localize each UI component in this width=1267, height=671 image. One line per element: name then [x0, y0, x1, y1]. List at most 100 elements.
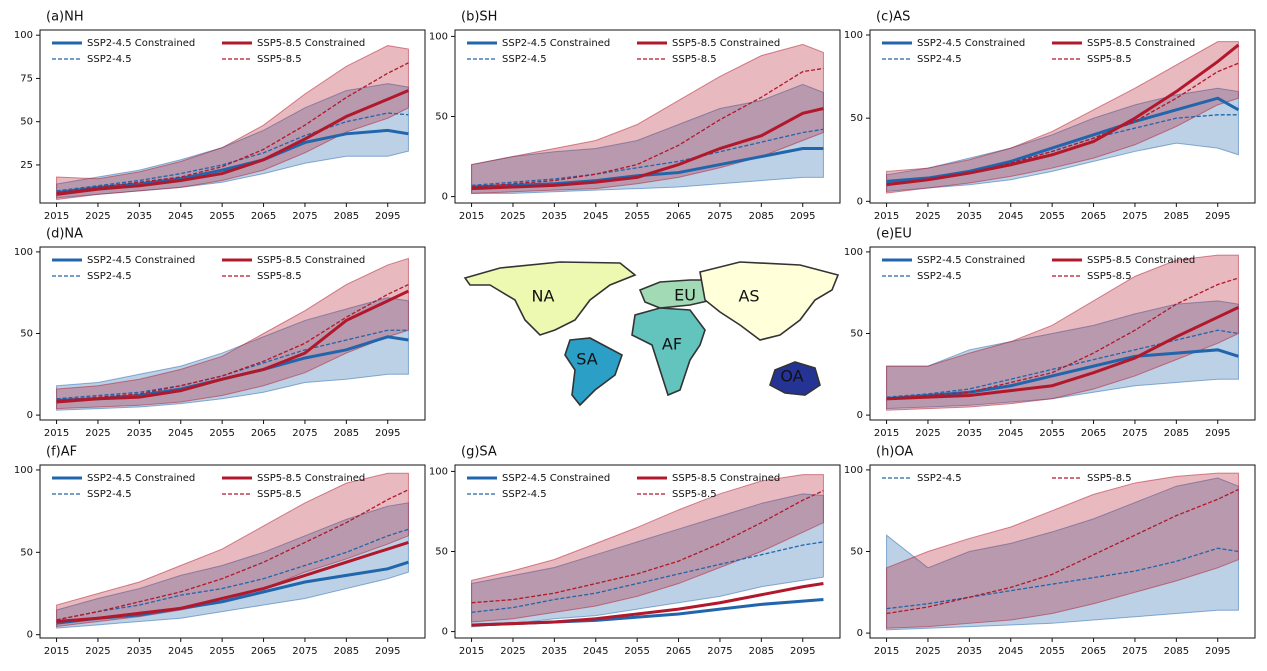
legend-label: SSP2-4.5 Constrained	[87, 38, 195, 49]
x-tick-label: 2065	[251, 646, 276, 657]
axes-frame	[869, 464, 1256, 639]
legend-label: SSP2-4.5	[917, 54, 962, 65]
series-line	[471, 147, 824, 189]
x-tick-label: 2025	[85, 428, 110, 439]
legend-label: SSP5-8.5	[1087, 54, 1132, 65]
x-tick-label: 2045	[998, 646, 1023, 657]
x-tick-label: 2025	[915, 211, 940, 222]
series-line	[56, 489, 409, 621]
series-line	[886, 329, 1239, 398]
x-tick-label: 2065	[666, 211, 691, 222]
legend-label: SSP2-4.5	[917, 473, 962, 484]
x-tick-label: 2085	[1164, 211, 1189, 222]
series-line	[886, 547, 1239, 610]
x-tick-label: 2055	[1039, 428, 1064, 439]
region-label: NA	[532, 287, 555, 306]
legend-label: SSP2-4.5 Constrained	[87, 255, 195, 266]
panel-title: (h)OA	[876, 445, 913, 460]
range-band	[886, 87, 1239, 192]
x-tick-label: 2055	[209, 211, 234, 222]
x-tick-label: 2055	[624, 646, 649, 657]
x-tick-label: 2035	[957, 211, 982, 222]
x-tick-label: 2085	[334, 646, 359, 657]
series-line	[471, 541, 824, 614]
x-tick-label: 2025	[500, 211, 525, 222]
legend-label: SSP5-8.5 Constrained	[1087, 255, 1195, 266]
series-line	[56, 528, 409, 621]
legend-label: SSP2-4.5	[87, 54, 132, 65]
series-line	[471, 490, 824, 604]
x-tick-label: 2035	[542, 646, 567, 657]
y-tick-label: 100	[429, 31, 448, 42]
x-tick-label: 2035	[127, 211, 152, 222]
x-tick-label: 2055	[209, 646, 234, 657]
y-tick-label: 50	[850, 329, 863, 340]
legend-label: SSP5-8.5	[1087, 271, 1132, 282]
y-tick-label: 50	[20, 547, 33, 558]
x-tick-label: 2075	[707, 211, 732, 222]
region-na	[463, 261, 637, 336]
y-tick-label: 100	[844, 247, 863, 258]
region-as	[699, 261, 840, 341]
legend-label: SSP5-8.5	[672, 489, 717, 500]
range-band	[886, 254, 1239, 411]
x-tick-label: 2045	[168, 646, 193, 657]
legend-label: SSP2-4.5 Constrained	[87, 473, 195, 484]
axes-frame	[39, 464, 426, 639]
panel-title: (b)SH	[461, 10, 497, 25]
legend-label: SSP5-8.5 Constrained	[672, 38, 780, 49]
x-tick-label: 2015	[44, 428, 69, 439]
legend-label: SSP5-8.5 Constrained	[672, 473, 780, 484]
x-tick-label: 2035	[127, 646, 152, 657]
panel: (a)NH 25 50 75 100 2015 2025 2035 2045 2055 2065 20…	[14, 10, 426, 222]
x-tick-label: 2095	[375, 211, 400, 222]
y-tick-label: 50	[850, 113, 863, 124]
x-tick-label: 2045	[168, 211, 193, 222]
legend-label: SSP2-4.5	[917, 271, 962, 282]
region-label: AF	[662, 335, 682, 354]
x-tick-label: 2095	[790, 211, 815, 222]
panel: (c)AS 0 50 100 2015 2025 2035 2045 2055 2065 2075 2…	[844, 10, 1256, 222]
x-tick-label: 2085	[334, 428, 359, 439]
y-tick-label: 100	[844, 30, 863, 41]
series-line	[56, 289, 410, 404]
x-tick-label: 2045	[998, 428, 1023, 439]
x-tick-label: 2075	[707, 646, 732, 657]
series-line	[56, 112, 409, 192]
x-tick-label: 2065	[1081, 646, 1106, 657]
x-tick-label: 2065	[251, 428, 276, 439]
legend-label: SSP2-4.5 Constrained	[502, 473, 610, 484]
x-tick-label: 2045	[583, 646, 608, 657]
x-tick-label: 2015	[874, 211, 899, 222]
x-tick-label: 2095	[1205, 211, 1230, 222]
series-line	[471, 107, 824, 191]
y-tick-label: 0	[442, 627, 448, 638]
x-tick-label: 2065	[1081, 211, 1106, 222]
x-tick-label: 2025	[85, 646, 110, 657]
x-tick-label: 2035	[957, 428, 982, 439]
legend-label: SSP2-4.5	[502, 54, 547, 65]
series-line	[56, 283, 409, 402]
legend-label: SSP5-8.5 Constrained	[1087, 38, 1195, 49]
x-tick-label: 2095	[790, 646, 815, 657]
legend-label: SSP2-4.5 Constrained	[917, 38, 1025, 49]
y-tick-label: 100	[14, 465, 33, 476]
x-tick-label: 2065	[666, 646, 691, 657]
panel: (g)SA 0 50 100 2015 2025 2035 2045 2055 2065 2075 2…	[429, 445, 841, 657]
series-line	[886, 114, 1239, 184]
x-tick-label: 2025	[915, 428, 940, 439]
x-tick-label: 2055	[1039, 211, 1064, 222]
axes-frame	[39, 246, 426, 421]
panel: (h)OA 0 50 100 2015 2025 2035 2045 2055 2065 2075 2…	[844, 445, 1256, 657]
x-tick-label: 2035	[127, 428, 152, 439]
x-tick-label: 2015	[44, 211, 69, 222]
y-tick-label: 0	[857, 196, 863, 207]
range-band	[56, 502, 409, 629]
x-tick-label: 2015	[44, 646, 69, 657]
panel-title: (d)NA	[46, 227, 83, 242]
y-tick-label: 0	[442, 192, 448, 203]
axes-frame	[454, 464, 841, 639]
axes-frame	[454, 29, 841, 204]
y-tick-label: 50	[435, 547, 448, 558]
x-tick-label: 2085	[1164, 646, 1189, 657]
